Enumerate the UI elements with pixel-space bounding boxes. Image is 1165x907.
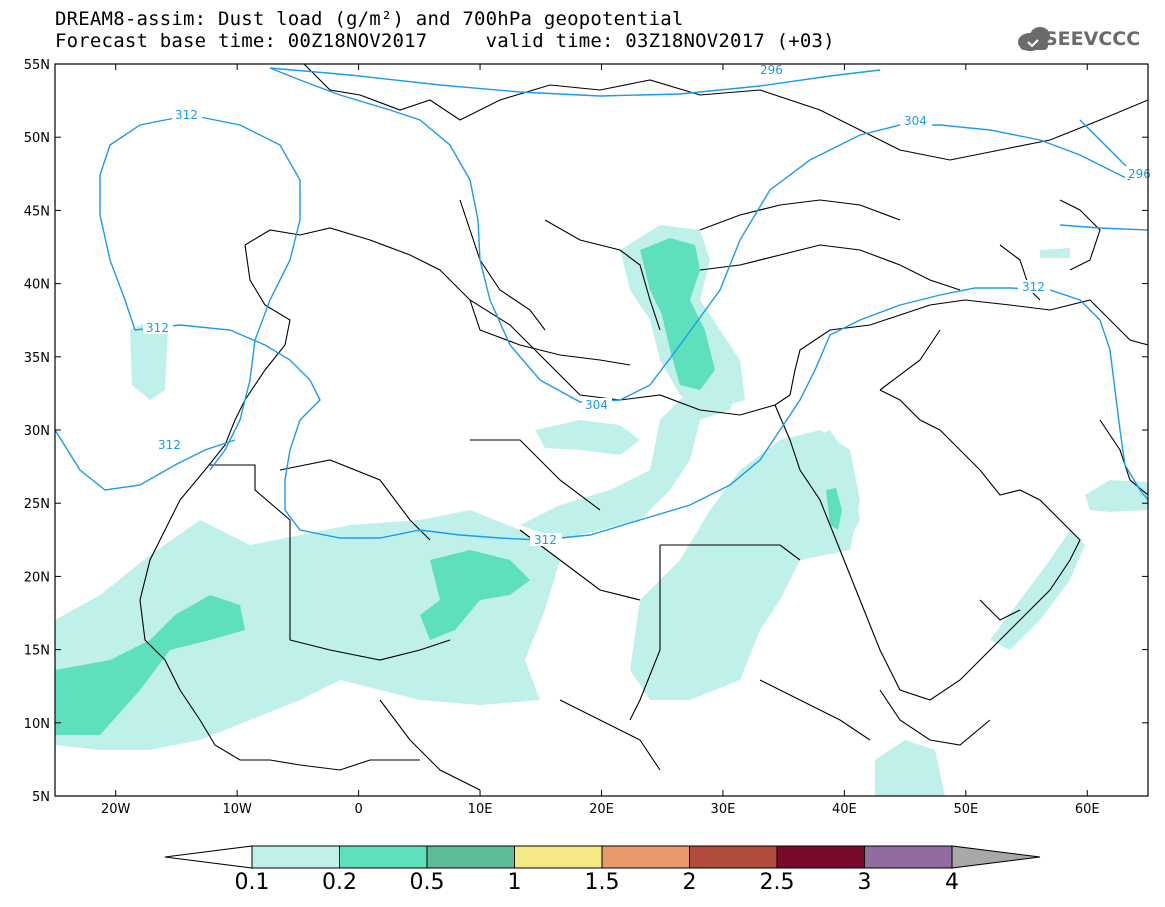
chart-title-line2: Forecast base time: 00Z18NOV2017 valid t…: [55, 30, 835, 52]
colorbar-label: 1: [507, 870, 522, 895]
dust-sahel-medium: [420, 550, 530, 640]
lat-tick-label: 30N: [24, 424, 50, 439]
colorbar-segment: [601, 845, 690, 869]
dust-greece-medium: [640, 238, 715, 390]
dust-atlantic-light: [130, 320, 168, 400]
logo-text: SEEVCCC: [1044, 28, 1141, 50]
colorbar-segment: [426, 845, 515, 869]
colorbar-label: 0.2: [322, 870, 357, 895]
dust-egypt-light: [520, 370, 740, 540]
dust-arabia-medium: [826, 488, 842, 530]
lat-tick-label: 45N: [24, 204, 50, 219]
lat-tick-label: 5N: [32, 790, 50, 805]
colorbar-low-arrow: [164, 845, 253, 869]
colorbar-label: 2: [682, 870, 697, 895]
contour-labels: 296 312 304 296 312 312 312 304 312: [143, 63, 1155, 547]
colorbar-segment: [689, 845, 778, 869]
colorbar-label: 0.1: [234, 870, 270, 895]
colorbar-segment: [864, 845, 953, 869]
colorbar-segment: [776, 845, 865, 869]
dust-west-africa-medium: [55, 595, 245, 735]
contour-label: 296: [1128, 167, 1151, 181]
lat-tick-label: 20N: [24, 570, 50, 585]
dust-caspian-light: [1040, 248, 1070, 258]
chart-title-line1: DREAM8-assim: Dust load (g/m²) and 700hP…: [55, 8, 684, 30]
contour-label: 312: [158, 438, 181, 452]
dust-sudan-light: [630, 430, 860, 700]
dust-oman-light: [990, 530, 1085, 650]
colorbar-label: 1.5: [584, 870, 620, 895]
latitude-axis: 55N 50N 45N 40N 35N 30N 25N 20N 15N 10N 5N: [24, 58, 1148, 805]
colorbar-segment: [339, 845, 428, 869]
contour-label: 312: [1022, 280, 1045, 294]
contour-label: 312: [534, 533, 557, 547]
lon-tick-label: 40E: [832, 802, 857, 817]
lat-tick-label: 35N: [24, 351, 50, 366]
contour-label: 304: [904, 114, 927, 128]
cloud-icon: [1018, 27, 1050, 51]
colorbar-label: 3: [857, 870, 872, 895]
colorbar-label: 0.5: [409, 870, 445, 895]
lon-tick-label: 20E: [589, 802, 614, 817]
dust-gulf-light: [1085, 480, 1148, 512]
lon-tick-label: 0: [354, 802, 362, 817]
lon-tick-label: 30E: [711, 802, 736, 817]
lat-tick-label: 55N: [24, 58, 50, 73]
lon-tick-label: 50E: [953, 802, 978, 817]
lat-tick-label: 10N: [24, 717, 50, 732]
dust-shading: [55, 225, 1148, 796]
colorbar-label: 2.5: [759, 870, 795, 895]
dust-west-africa-light: [55, 510, 560, 750]
colorbar-high-arrow: [951, 845, 1041, 869]
lat-tick-label: 15N: [24, 644, 50, 659]
lon-tick-label: 10E: [468, 802, 493, 817]
coastlines: [139, 64, 1148, 791]
contour-label: 312: [175, 108, 198, 122]
contour-label: 304: [585, 398, 608, 412]
longitude-axis: 20W 10W 0 10E 20E 30E 40E 50E 60E: [101, 64, 1100, 817]
colorbar: [164, 845, 1041, 869]
geopotential-contours: [55, 67, 1148, 541]
dust-arabia-light: [810, 430, 860, 545]
lon-tick-label: 20W: [101, 802, 131, 817]
dust-somalia-light: [875, 740, 945, 796]
colorbar-label: 4: [945, 870, 959, 895]
contour-label: 312: [146, 321, 169, 335]
lat-tick-label: 40N: [24, 278, 50, 293]
lat-tick-label: 50N: [24, 131, 50, 146]
lon-tick-label: 60E: [1075, 802, 1100, 817]
colorbar-segment: [514, 845, 603, 869]
lon-tick-label: 10W: [222, 802, 252, 817]
dust-libya-light: [535, 420, 640, 455]
contour-label: 296: [760, 63, 783, 77]
lat-tick-label: 25N: [24, 497, 50, 512]
colorbar-segment: [251, 845, 340, 869]
